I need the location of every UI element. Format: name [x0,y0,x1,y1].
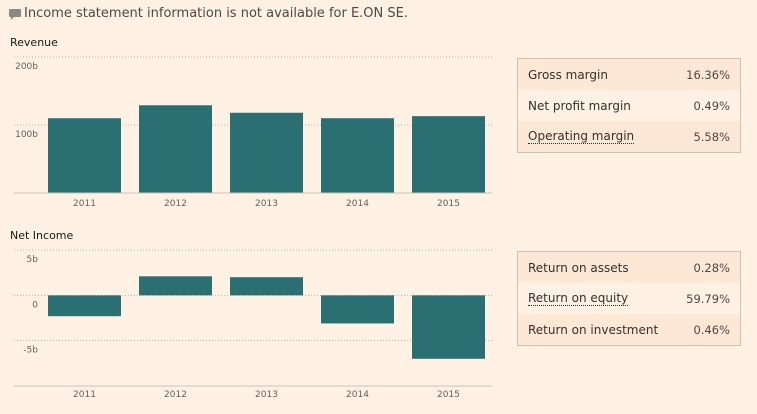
net-income-chart: 5b 0 -5b 2011 2012 2013 2014 2015 [14,249,492,400]
speech-bubble-icon [9,8,21,20]
return-value: 0.46% [693,322,730,337]
y-tick-label: 200b [15,62,38,72]
notice: Income statement information is not avai… [9,6,408,21]
return-on-equity-tooltip-link[interactable]: Return on equity [528,291,629,306]
y-tick-label: 0 [32,300,38,310]
margin-row-operating: Operating margin 5.58% [518,121,740,152]
y-tick-label: -5b [23,346,38,356]
return-label: Return on assets [528,260,629,275]
x-tick-label: 2012 [164,390,187,400]
margin-row-net-profit: Net profit margin 0.49% [518,90,740,121]
bar-2014 [321,295,394,324]
return-row-assets: Return on assets 0.28% [518,252,740,283]
x-tick-label: 2013 [255,390,278,400]
bar-2015 [412,116,485,193]
return-value: 0.28% [693,260,730,275]
notice-text: Income statement information is not avai… [24,6,408,21]
returns-table: Return on assets 0.28% Return on equity … [517,251,741,346]
x-tick-label: 2011 [73,390,96,400]
x-tick-label: 2015 [437,390,460,400]
return-label: Return on investment [528,322,659,337]
y-tick-label: 5b [27,255,39,265]
x-tick-label: 2012 [164,199,187,209]
bar-2011 [48,118,121,193]
net-income-chart-title: Net Income [10,229,74,242]
x-tick-label: 2015 [437,199,460,209]
margin-value: 5.58% [693,129,730,144]
bar-2011 [48,295,121,317]
bar-2012 [139,276,212,296]
x-tick-label: 2013 [255,199,278,209]
bar-2015 [412,295,485,359]
bar-2013 [230,112,303,193]
x-tick-label: 2014 [346,199,369,209]
revenue-chart-title: Revenue [10,36,58,49]
return-row-equity: Return on equity 59.79% [518,283,740,314]
y-tick-label: 100b [15,130,38,140]
return-row-investment: Return on investment 0.46% [518,314,740,345]
margin-label: Net profit margin [528,98,631,113]
margin-value: 0.49% [693,98,730,113]
x-tick-label: 2014 [346,390,369,400]
operating-margin-tooltip-link[interactable]: Operating margin [528,129,635,144]
revenue-chart: 200b 100b 2011 2012 2013 2014 2015 [14,56,492,209]
return-value: 59.79% [686,291,730,306]
x-tick-label: 2011 [73,199,96,209]
margin-label: Gross margin [528,67,608,82]
margin-value: 16.36% [686,67,730,82]
margins-table: Gross margin 16.36% Net profit margin 0.… [517,58,741,153]
margin-row-gross: Gross margin 16.36% [518,59,740,90]
bar-2013 [230,277,303,296]
bar-2014 [321,118,394,193]
bar-2012 [139,105,212,193]
